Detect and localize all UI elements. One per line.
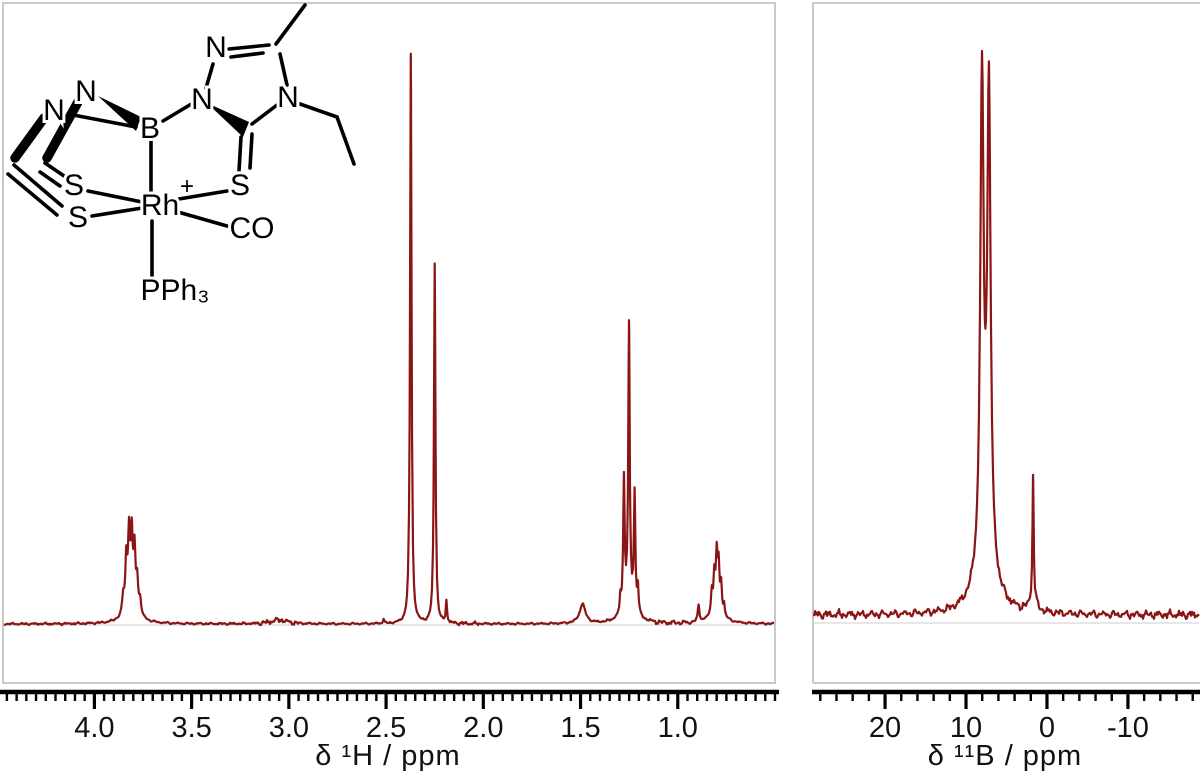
h1-tick-label: 1.5	[560, 712, 600, 744]
b11-panel-frame	[812, 2, 1200, 684]
bond-n2-c3-a	[227, 43, 271, 51]
b11-tick-label: 20	[869, 712, 901, 744]
bond-bold-front	[10, 113, 49, 163]
h1-tick-label: 3.5	[171, 712, 211, 744]
atom-n4: N	[277, 81, 299, 114]
bond-n1-n2	[204, 62, 215, 90]
charge-plus: +	[180, 173, 194, 200]
bond-nleft-b	[66, 112, 138, 129]
atom-n1: N	[191, 83, 213, 116]
bond-slow-rh	[90, 206, 144, 218]
b11-tick-label: 0	[1039, 712, 1055, 744]
atom-s-mid: S	[64, 169, 84, 202]
wedge-ntop-b	[98, 96, 141, 131]
h1-tick-label: 3.0	[269, 712, 309, 744]
b11-tick-label: -10	[1107, 712, 1149, 744]
h1-tick-label: 2.5	[366, 712, 406, 744]
bond-c5-s-a	[237, 135, 243, 173]
bond-n4-ethyl-1	[298, 102, 339, 119]
wedge-n1-c5	[207, 103, 249, 137]
atom-rh: Rh	[141, 189, 179, 222]
atom-n-left: N	[43, 94, 65, 127]
h1-axis-title: δ ¹H / ppm	[315, 740, 461, 772]
bond-c5-s-b	[248, 132, 254, 170]
bond-slow-cs-b	[6, 172, 59, 217]
bond-smid-cs-b	[38, 170, 62, 188]
molecule-structure: N N B N N N S S S Rh + CO PPh₃	[6, 3, 356, 310]
bond-smid-rh	[86, 189, 144, 204]
b11-spectrum-trace	[812, 49, 1200, 621]
h1-tick-label: 4.0	[74, 712, 114, 744]
bond-b-n1	[161, 101, 195, 123]
bond-ethyl-2	[335, 115, 356, 166]
bond-slow-cs-a	[12, 163, 64, 208]
b11-tick-label: 10	[950, 712, 982, 744]
atom-s-right: S	[230, 169, 250, 202]
bond-c3-methyl	[274, 3, 307, 46]
bond-bold-back	[42, 97, 83, 163]
h1-tick-label: 2.0	[463, 712, 503, 744]
bond-rh-sright	[177, 189, 229, 201]
b11-axis-title: δ ¹¹B / ppm	[927, 740, 1083, 772]
bond-c3-n4	[278, 52, 289, 87]
h1-panel-frame	[2, 2, 776, 684]
ligand-co: CO	[230, 212, 275, 245]
h1-tick-label: 1.0	[658, 712, 698, 744]
atom-b: B	[140, 112, 160, 145]
h1-spectrum-trace	[3, 52, 775, 627]
bond-rh-co	[176, 210, 229, 228]
atom-s-low: S	[68, 201, 88, 234]
bond-smid-cs-a	[43, 161, 69, 180]
ligand-pph3: PPh₃	[141, 274, 210, 307]
atom-n2: N	[205, 31, 227, 64]
bond-c5-n4	[250, 103, 279, 126]
bond-n2-c3-b	[229, 51, 265, 59]
atom-n-top: N	[75, 75, 97, 108]
